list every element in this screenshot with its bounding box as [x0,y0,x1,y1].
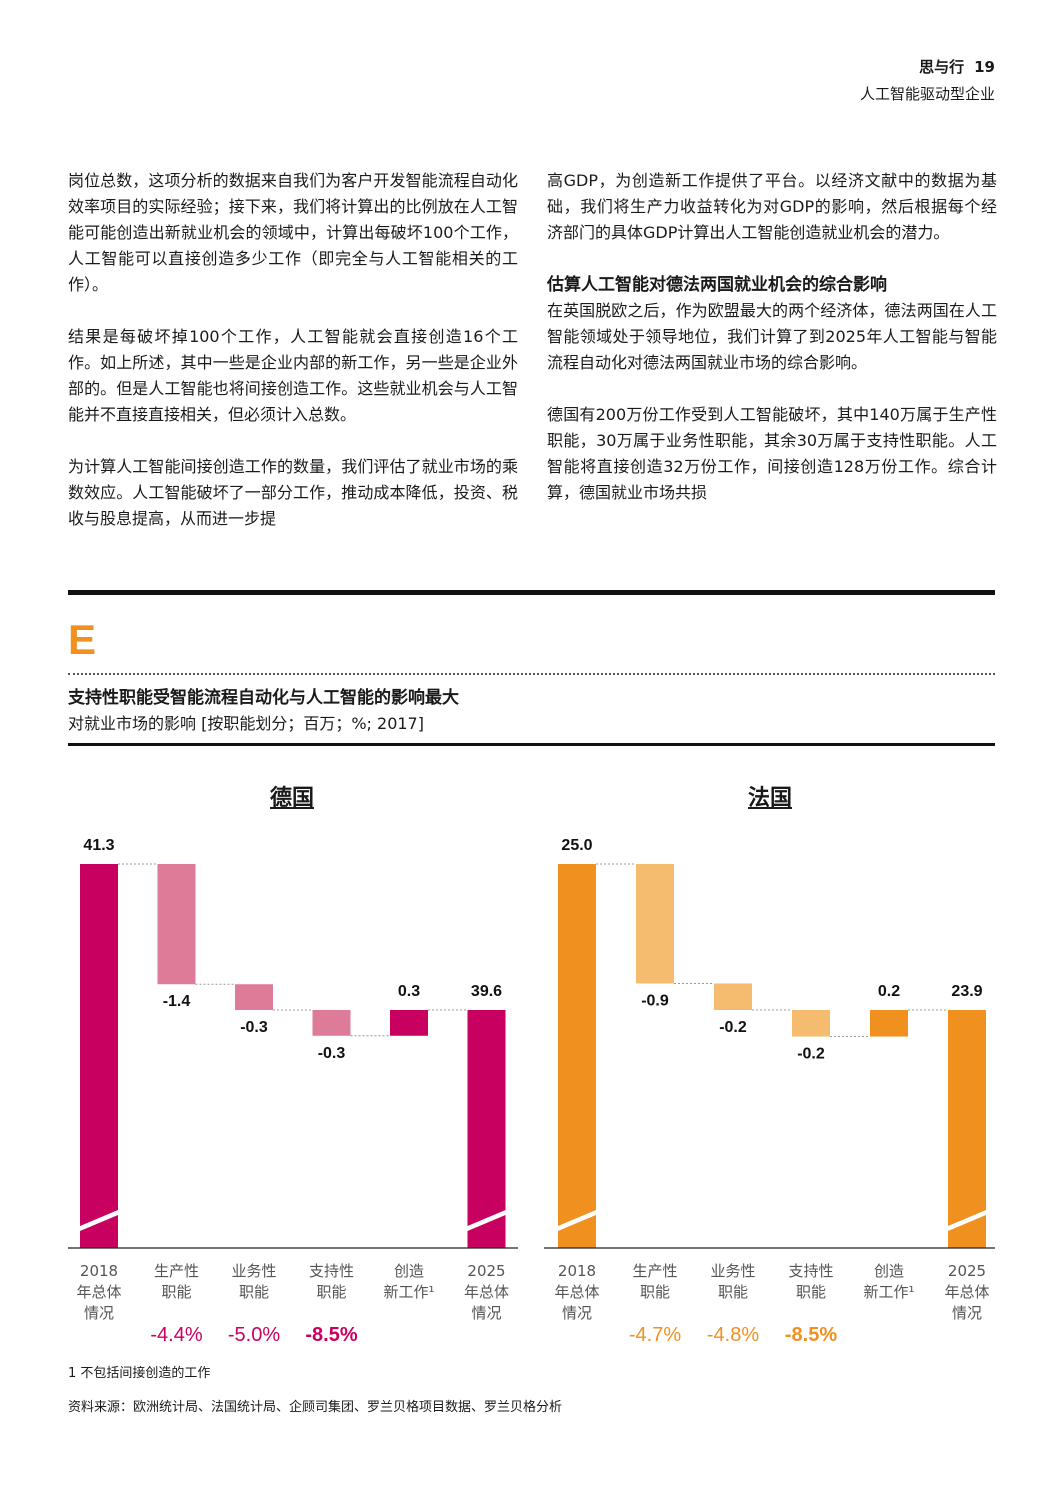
waterfall-bar [714,983,752,1010]
category-label: 2025 年总体情况 [464,1262,509,1322]
waterfall-bar [312,1010,351,1036]
dotted-divider [68,673,995,675]
exhibit-letter: E [68,616,97,663]
body-paragraph: 为计算人工智能间接创造工作的数量，我们评估了就业市场的乘数效应。人工智能破坏了一… [68,457,518,528]
waterfall-bar [636,864,674,984]
category-label: 支持性职能 [788,1262,833,1301]
body-paragraph: 在英国脱欧之后，作为欧盟最大的两个经济体，德法两国在人工智能领域处于领导地位，我… [547,301,997,372]
page-number: 19 [974,58,995,76]
waterfall-bar [948,1010,986,1248]
waterfall-bar [870,1010,908,1037]
axis-break-mark [80,1210,118,1231]
data-label: -0.2 [719,1019,747,1036]
source-note: 资料来源：欧洲统计局、法国统计局、企顾司集团、罗兰贝格项目数据、罗兰贝格分析 [68,1400,563,1415]
data-label: 0.2 [878,983,900,1000]
percent-change-label: -8.5% [305,1324,357,1346]
data-label: 23.9 [951,983,982,1000]
data-label: -0.3 [240,1019,268,1036]
category-label: 2018 年总体情况 [554,1262,599,1322]
category-label: 2018 年总体情况 [76,1262,121,1322]
category-label: 创造新工作¹ [383,1262,434,1301]
category-label: 生产性职能 [154,1262,199,1301]
category-label: 创造新工作¹ [863,1262,914,1301]
data-label: 41.3 [83,837,114,854]
category-label: 生产性职能 [632,1262,677,1301]
axis-break-mark [558,1210,596,1231]
percent-change-label: -4.8% [707,1324,759,1346]
axis-break-mark [948,1210,986,1231]
data-label: -0.2 [797,1046,825,1063]
exhibit-title: 支持性职能受智能流程自动化与人工智能的影响最大 [68,688,459,708]
data-label: 39.6 [471,983,502,1000]
footnote: 1 不包括间接创造的工作 [68,1366,211,1381]
data-label: -1.4 [163,993,191,1010]
chart-title-germany: 德国 [269,786,315,811]
category-label: 2025 年总体情况 [944,1262,989,1322]
percent-change-label: -5.0% [228,1324,280,1346]
exhibit-title-rule [68,743,995,746]
data-label: -0.3 [318,1045,346,1062]
exhibit-top-rule [68,590,995,595]
percent-change-label: -4.7% [629,1324,681,1346]
body-paragraph: 结果是每破坏掉100个工作，人工智能就会直接创造16个工作。如上所述，其中一些是… [68,327,518,424]
section-heading: 估算人工智能对德法两国就业机会的综合影响 [547,275,887,295]
percent-change-label: -8.5% [785,1324,837,1346]
waterfall-bar [467,1010,506,1248]
data-label: 0.3 [398,983,420,1000]
waterfall-bar [390,1010,428,1036]
waterfall-bar [80,864,118,1248]
category-label: 业务性职能 [710,1262,755,1301]
waterfall-bar [792,1010,830,1037]
percent-change-label: -4.4% [150,1324,202,1346]
data-label: -0.9 [641,992,669,1009]
exhibit-subtitle: 对就业市场的影响 [按职能划分；百万；%; 2017] [68,714,424,733]
data-label: 25.0 [561,837,592,854]
body-paragraph: 岗位总数，这项分析的数据来自我们为客户开发智能流程自动化效率项目的实际经验；接下… [68,171,518,294]
chart-title-france: 法国 [747,786,793,811]
axis-break-mark [467,1210,506,1231]
body-paragraph: 高GDP，为创造新工作提供了平台。以经济文献中的数据为基础，我们将生产力收益转化… [547,171,997,242]
waterfall-bar [558,864,596,1248]
header-section: 思与行 [919,58,965,76]
right-column: 高GDP，为创造新工作提供了平台。以经济文献中的数据为基础，我们将生产力收益转化… [547,168,997,532]
left-column: 岗位总数，这项分析的数据来自我们为客户开发智能流程自动化效率项目的实际经验；接下… [68,168,518,558]
header-subtitle: 人工智能驱动型企业 [859,85,995,103]
page-header: 思与行 19 人工智能驱动型企业 [860,56,995,104]
category-label: 业务性职能 [231,1262,276,1301]
category-label: 支持性职能 [309,1262,354,1301]
waterfall-bar [157,864,196,985]
waterfall-bar [235,984,273,1010]
body-paragraph: 德国有200万份工作受到人工智能破坏，其中140万属于生产性职能，30万属于业务… [547,405,997,502]
